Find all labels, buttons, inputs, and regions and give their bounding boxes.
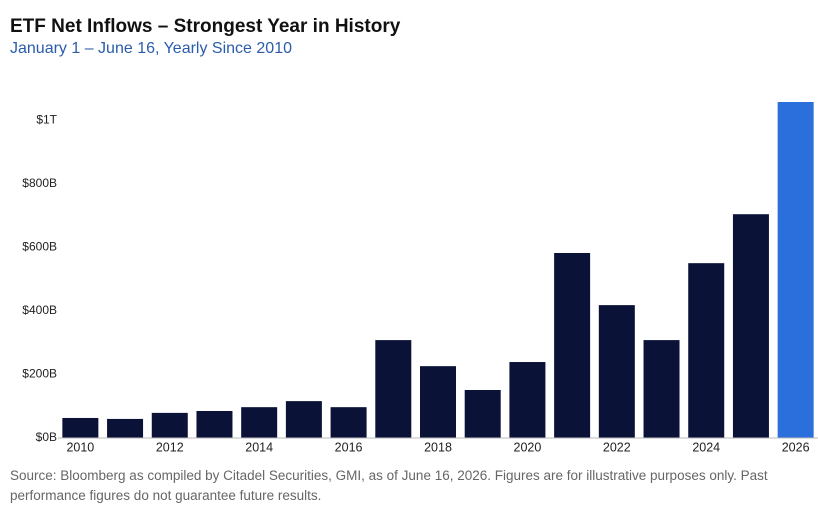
x-tick-label: 2022 [603, 440, 631, 454]
x-tick-label: 2026 [782, 440, 810, 454]
bar [241, 407, 278, 438]
x-tick-label: 2024 [692, 440, 720, 454]
chart: ETF Net Inflows – Strongest Year in Hist… [10, 16, 818, 454]
x-tick-label: 2016 [335, 440, 363, 454]
bar [598, 305, 635, 438]
y-tick-label: $200B [22, 367, 57, 381]
bar [688, 263, 725, 438]
x-tick-label: 2014 [245, 440, 273, 454]
chart-title: ETF Net Inflows – Strongest Year in Hist… [10, 16, 401, 37]
x-tick-label: 2018 [424, 440, 452, 454]
bar [151, 412, 188, 438]
bar [107, 418, 144, 438]
y-tick-label: $600B [22, 239, 57, 253]
bar [777, 102, 814, 438]
bar [375, 340, 412, 438]
y-tick-label: $800B [22, 176, 57, 190]
bar [643, 340, 680, 438]
y-tick-label: $400B [22, 303, 57, 317]
y-tick-label: $0B [36, 430, 57, 444]
bar [554, 252, 591, 438]
bar [464, 390, 501, 438]
bar [196, 410, 233, 438]
y-tick-label: $1T [36, 112, 57, 126]
bar [732, 214, 769, 438]
x-tick-label: 2012 [156, 440, 184, 454]
x-tick-label: 2010 [66, 440, 94, 454]
bar [330, 407, 367, 438]
x-tick-label: 2020 [514, 440, 542, 454]
bar [420, 366, 456, 438]
bar [62, 417, 99, 438]
footnote: Source: Bloomberg as compiled by Citadel… [10, 468, 768, 503]
chart-subtitle: January 1 – June 16, Yearly Since 2010 [10, 40, 292, 57]
bar [509, 362, 546, 438]
bar [285, 401, 322, 438]
